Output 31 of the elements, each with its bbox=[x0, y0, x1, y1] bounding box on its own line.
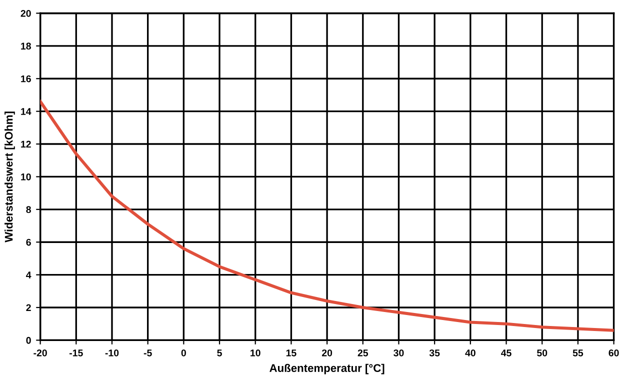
x-tick-label: 55 bbox=[572, 350, 584, 356]
x-tick-label: 35 bbox=[429, 349, 440, 356]
x-tick-label: -15 bbox=[70, 350, 83, 356]
y-tick-label: 18 bbox=[21, 42, 31, 50]
x-tick-label: 60 bbox=[608, 349, 619, 356]
x-tick-label: 50 bbox=[537, 349, 548, 356]
y-tick-label: 8 bbox=[26, 206, 31, 214]
x-tick-label: 30 bbox=[394, 349, 404, 356]
y-tick-label: 0 bbox=[26, 336, 31, 344]
x-tick-label: 25 bbox=[358, 349, 368, 356]
x-tick-label: 0 bbox=[181, 349, 186, 356]
x-tick-label: 20 bbox=[322, 349, 332, 356]
line-series bbox=[40, 100, 614, 332]
y-tick-label: 6 bbox=[26, 238, 31, 246]
y-tick-label: 2 bbox=[26, 304, 31, 312]
y-axis-title: Widerstandswert [kOhm] bbox=[4, 112, 15, 242]
x-tick-label: 10 bbox=[250, 349, 260, 356]
y-tick-label: 16 bbox=[21, 75, 31, 82]
y-tick-label: 4 bbox=[26, 272, 32, 278]
x-tick-label: -10 bbox=[105, 349, 119, 356]
x-tick-label: 40 bbox=[465, 349, 476, 356]
x-tick-label: 5 bbox=[217, 350, 222, 356]
y-tick-label: 14 bbox=[21, 108, 32, 115]
x-tick-label: -20 bbox=[34, 349, 47, 356]
x-axis-title: Außentemperatur [°C] bbox=[270, 364, 384, 374]
x-tick-label: 15 bbox=[286, 350, 296, 356]
y-tick-label: 10 bbox=[21, 173, 31, 180]
x-tick-label: -5 bbox=[144, 350, 152, 356]
y-tick-label: 20 bbox=[20, 10, 31, 17]
x-tick-label: 45 bbox=[501, 350, 512, 356]
y-tick-label: 12 bbox=[21, 140, 31, 148]
